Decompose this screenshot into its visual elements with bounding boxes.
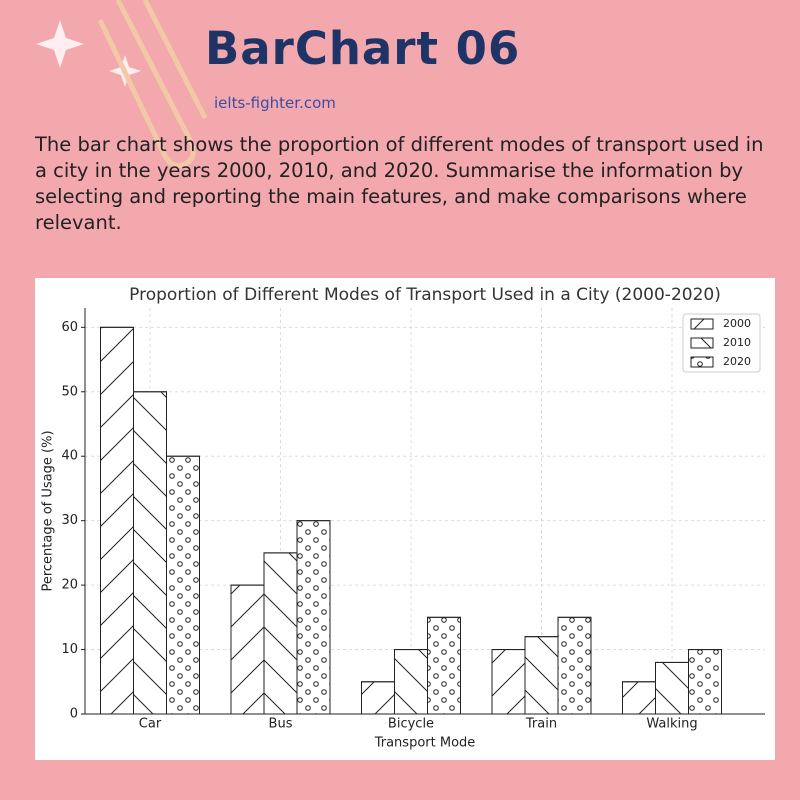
y-tick-label: 40: [61, 449, 78, 464]
x-tick-label: Bicycle: [388, 717, 434, 732]
legend-swatch: [690, 318, 714, 330]
y-tick-label: 30: [61, 513, 78, 528]
x-tick-label: Train: [525, 717, 557, 732]
bar: [394, 649, 428, 715]
y-tick-label: 50: [61, 384, 78, 399]
x-tick-label: Walking: [646, 717, 697, 732]
bar: [263, 552, 298, 715]
bar: [688, 649, 722, 715]
legend-label: 2010: [723, 336, 751, 349]
bar: [100, 326, 134, 715]
bar: [557, 616, 592, 715]
y-axis-label: Percentage of Usage (%): [41, 430, 56, 591]
bar: [166, 455, 200, 715]
site: ielts-fighter.com: [214, 94, 336, 112]
y-tick-label: 10: [61, 642, 78, 657]
bar: [133, 391, 167, 715]
legend-swatch: [690, 356, 714, 368]
paper-clip: [142, 0, 208, 120]
page-title: BarChart 06: [205, 22, 521, 75]
bar: [655, 661, 689, 715]
bar: [524, 636, 559, 715]
x-tick-label: Bus: [269, 717, 293, 732]
paper-clip: [97, 0, 196, 169]
bar: [230, 584, 265, 715]
bar: [361, 681, 395, 715]
y-tick-label: 20: [61, 578, 78, 593]
x-axis-label: Transport Mode: [374, 736, 476, 751]
legend-label: 2020: [723, 355, 751, 368]
bar: [491, 649, 526, 715]
bar: [622, 681, 656, 715]
prompt: The bar chart shows the proportion of di…: [35, 133, 764, 234]
x-tick-label: Car: [139, 717, 162, 732]
legend-label: 2000: [723, 317, 751, 330]
y-tick-label: 0: [70, 707, 78, 722]
legend-swatch: [690, 337, 714, 349]
bar: [427, 616, 461, 715]
chart-title: Proportion of Different Modes of Transpo…: [129, 285, 721, 305]
sparkle: [36, 20, 84, 68]
bar: [296, 520, 331, 715]
y-tick-label: 60: [61, 320, 78, 335]
